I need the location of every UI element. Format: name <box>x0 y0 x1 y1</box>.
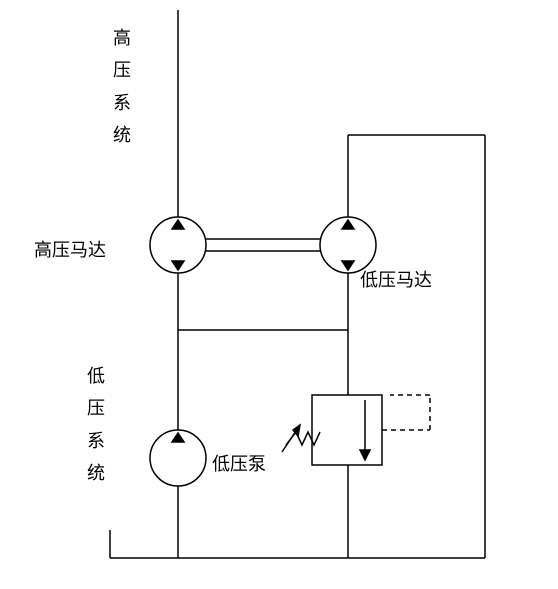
hydraulic-diagram <box>0 0 558 589</box>
label-lp-pump: 低压泵 <box>212 450 266 476</box>
label-lp-system: 低压系统 <box>86 360 106 490</box>
relief-valve <box>312 395 382 465</box>
lp-pump-triangle <box>172 433 184 442</box>
label-lp-motor: 低压马达 <box>360 266 432 292</box>
lp-motor-triangle-top <box>342 220 354 229</box>
hp-motor-triangle-bot <box>172 261 184 270</box>
valve-arrow-head <box>360 450 370 460</box>
lp-motor-triangle-bot <box>342 261 354 270</box>
hp-motor-triangle-top <box>172 220 184 229</box>
label-hp-system: 高压系统 <box>112 22 132 152</box>
label-hp-motor: 高压马达 <box>34 236 106 262</box>
